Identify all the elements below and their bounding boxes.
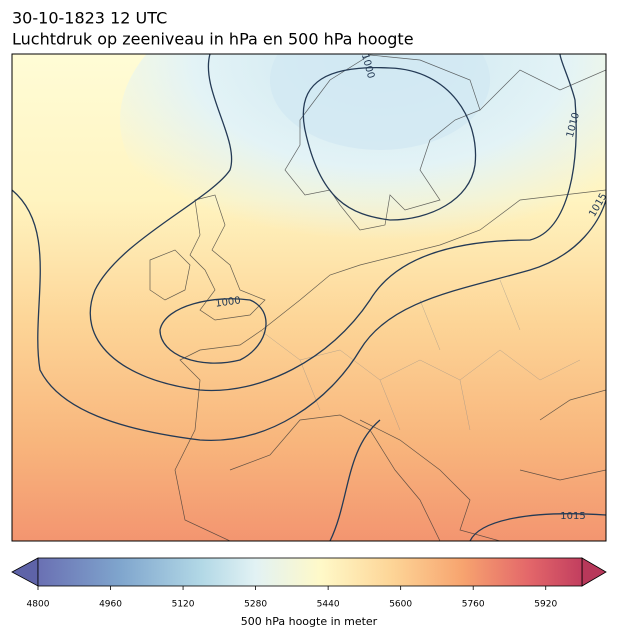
- date: 30-10-1823 12 UTC: [12, 9, 167, 28]
- colorbar-label: 500 hPa hoogte in meter: [241, 615, 378, 628]
- colorbar-tick-label: 4800: [27, 600, 50, 610]
- map: 1000 1010 1015 1000 1015: [12, 54, 606, 541]
- colorbar-tick-label: 5120: [172, 600, 195, 610]
- title: Luchtdruk op zeeniveau in hPa en 500 hPa…: [12, 30, 414, 49]
- colorbar-tick-label: 5600: [389, 600, 412, 610]
- map-frame: [11, 53, 607, 542]
- colorbar-tick-label: 5760: [462, 600, 485, 610]
- colorbar-tick-label: 5920: [534, 600, 557, 610]
- colorbar: [11, 557, 607, 587]
- contour-label: 1000: [215, 295, 242, 309]
- colorbar-tick-label: 4960: [99, 600, 122, 610]
- colorbar-tick-label: 5440: [317, 600, 340, 610]
- colorbar-tick-label: 5280: [244, 600, 267, 610]
- contour-label: 1015: [560, 511, 585, 522]
